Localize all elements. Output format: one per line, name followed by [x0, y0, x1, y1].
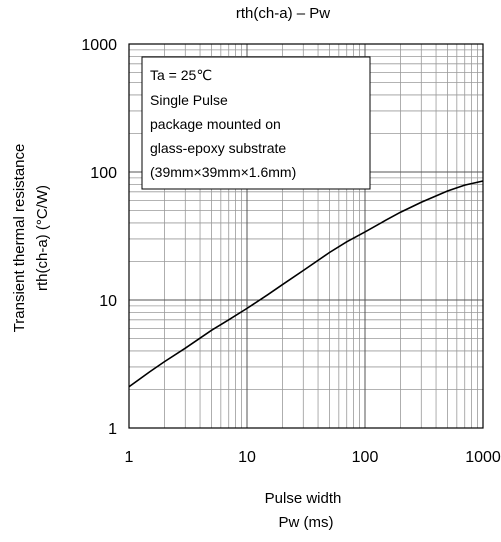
annotation-line: Ta = 25℃ [150, 67, 212, 83]
x-axis-unit-label: Pw (ms) [279, 514, 334, 531]
annotation-line: package mounted on [150, 116, 281, 132]
x-tick-label: 1 [125, 449, 134, 466]
y-tick-label: 1 [108, 421, 117, 438]
annotation-line: glass-epoxy substrate [150, 140, 286, 156]
annotation-line: Single Pulse [150, 92, 228, 108]
x-tick-labels: 1 10 100 1000 [125, 449, 501, 466]
annotation-box: Ta = 25℃ Single Pulse package mounted on… [141, 56, 371, 190]
x-axis-label: Pulse width [265, 490, 342, 507]
x-tick-label: 100 [352, 449, 379, 466]
y-tick-labels: 1 10 100 1000 [81, 37, 117, 438]
series-line [128, 180, 484, 388]
annotation-line: (39mm×39mm×1.6mm) [150, 164, 296, 180]
y-axis-unit-label: rth(ch-a) (°C/W) [34, 185, 51, 291]
y-axis-label: Transient thermal resistance [11, 144, 28, 333]
y-tick-label: 1000 [81, 37, 117, 54]
plot-frame [128, 43, 484, 429]
y-tick-label: 100 [90, 165, 117, 182]
y-tick-label: 10 [99, 293, 117, 310]
x-tick-label: 1000 [465, 449, 501, 466]
annotation-border [141, 56, 371, 190]
x-tick-label: 10 [238, 449, 256, 466]
chart-title: rth(ch-a) – Pw [236, 5, 330, 22]
